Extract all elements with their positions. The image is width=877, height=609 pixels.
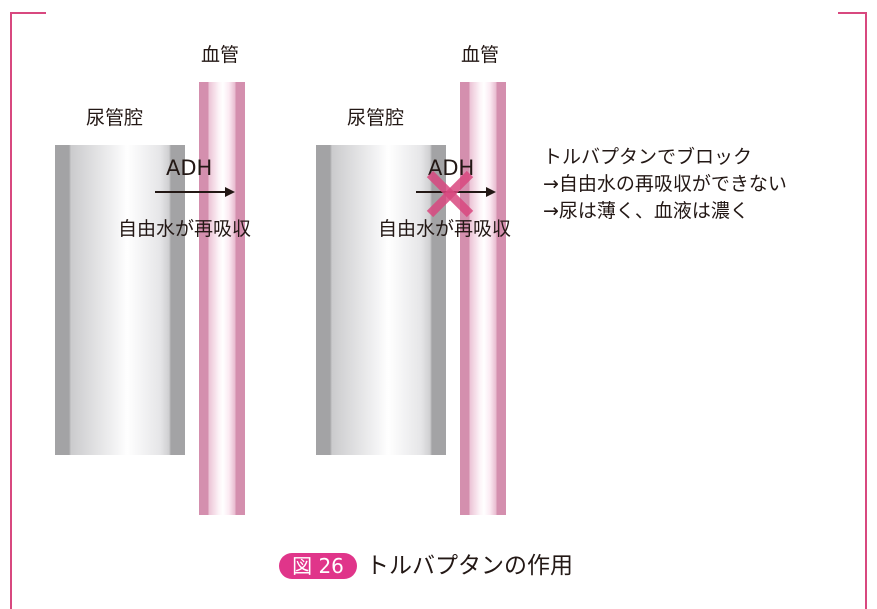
note-line: →自由水の再吸収ができない [543,173,787,195]
frame-left-vertical [10,12,12,609]
block-x-icon [426,170,474,218]
adh-arrow-head [225,187,235,197]
frame-right-vertical [865,12,867,609]
tolvaptan-note: トルバプタンでブロック →自由水の再吸収ができない →尿は薄く、血液は濃く [543,144,787,225]
urinary-lumen [55,145,185,455]
effect-label: 自由水が再吸収 [378,218,512,240]
note-line: トルバプタンでブロック [543,146,753,168]
effect-label: 自由水が再吸収 [118,218,252,240]
figure-caption: トルバプタンの作用 [366,553,573,579]
vessel-label: 血管 [201,44,240,66]
tubule-label: 尿管腔 [347,107,405,129]
frame-left-top [10,12,46,14]
adh-arrow [155,191,225,193]
blood-vessel [460,82,506,515]
vessel-label: 血管 [461,44,500,66]
tubule-label: 尿管腔 [86,107,144,129]
blood-vessel [199,82,245,515]
frame-right-top [838,12,867,14]
adh-label: ADH [166,156,213,180]
adh-label: ADH [428,156,475,180]
note-line: →尿は薄く、血液は濃く [543,200,749,222]
urinary-lumen [316,145,446,455]
figure-number-badge: 図 26 [279,553,357,579]
adh-arrow-head [486,187,496,197]
